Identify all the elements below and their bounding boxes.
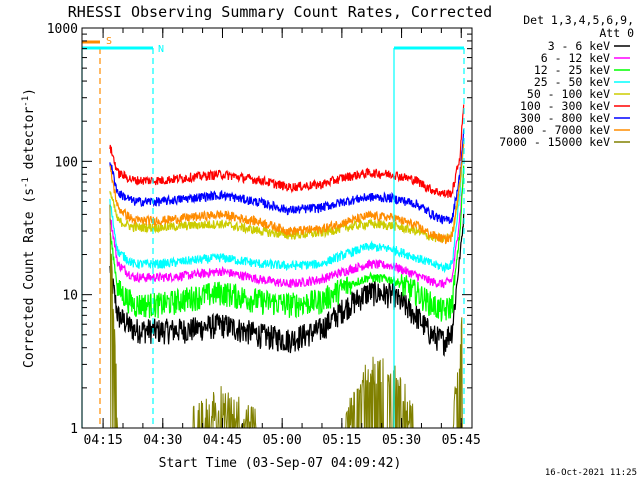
x-axis-label: Start Time (03-Sep-07 04:09:42) xyxy=(159,456,402,471)
x-tick-label-1: 04:30 xyxy=(143,433,182,448)
legend-label-3: 25 - 50 keV xyxy=(534,75,610,89)
y-tick-label-0: 1 xyxy=(70,422,78,437)
y-axis-label-sup1: -1 xyxy=(21,177,31,188)
legend-label-5: 100 - 300 keV xyxy=(520,99,610,113)
y-tick-label-3: 1000 xyxy=(47,22,78,37)
axes-layer: 1 10 100 1000 04:15 04:30 04:45 05:00 05:15 05:30… xyxy=(47,22,481,448)
x-tick-label-6: 05:45 xyxy=(442,433,481,448)
legend-label-8: 7000 - 15000 keV xyxy=(499,135,610,149)
n-flag-label: N xyxy=(158,44,164,55)
x-tick-label-5: 05:30 xyxy=(382,433,421,448)
legend-header-line1: Det 1,3,4,5,6,9, xyxy=(523,13,634,27)
series-line-1 xyxy=(109,167,465,289)
x-tick-label-0: 04:15 xyxy=(84,433,123,448)
x-tick-label-4: 05:15 xyxy=(322,433,361,448)
legend-label-1: 6 - 12 keV xyxy=(541,51,610,65)
chart-title: RHESSI Observing Summary Count Rates, Co… xyxy=(68,3,492,21)
legend-label-4: 50 - 100 keV xyxy=(527,87,610,101)
s-flag-label: S xyxy=(106,36,112,47)
series-line-7 xyxy=(109,140,465,245)
y-tick-label-2: 100 xyxy=(55,155,78,170)
series-line-4 xyxy=(109,144,465,243)
y-tick-label-1: 10 xyxy=(62,289,78,304)
series-layer xyxy=(109,104,465,429)
legend-label-2: 12 - 25 keV xyxy=(534,63,610,77)
legend-label-7: 800 - 7000 keV xyxy=(513,123,610,137)
y-axis-label-part2: detector xyxy=(22,107,37,178)
y-axis-label-part1: Corrected Count Rate (s xyxy=(22,188,37,368)
plot-frame xyxy=(81,27,473,429)
y-axis-label-part3: ) xyxy=(22,88,37,96)
series-line-3 xyxy=(109,150,465,274)
y-axis-label-sup2: -1 xyxy=(21,96,31,107)
legend-header-line2: Att 0 xyxy=(599,26,634,40)
series-line-5 xyxy=(109,104,465,199)
series-line-6 xyxy=(109,129,465,225)
timestamp: 16-Oct-2021 11:25 xyxy=(545,468,637,478)
y-axis-label: Corrected Count Rate (s-1 detector-1) xyxy=(21,88,37,368)
x-tick-label-3: 05:00 xyxy=(263,433,302,448)
legend-label-6: 300 - 800 keV xyxy=(520,111,610,125)
x-tick-label-2: 04:45 xyxy=(203,433,242,448)
series-line-0 xyxy=(109,213,465,357)
series-line-2 xyxy=(109,165,465,322)
legend-label-0: 3 - 6 keV xyxy=(548,39,610,53)
